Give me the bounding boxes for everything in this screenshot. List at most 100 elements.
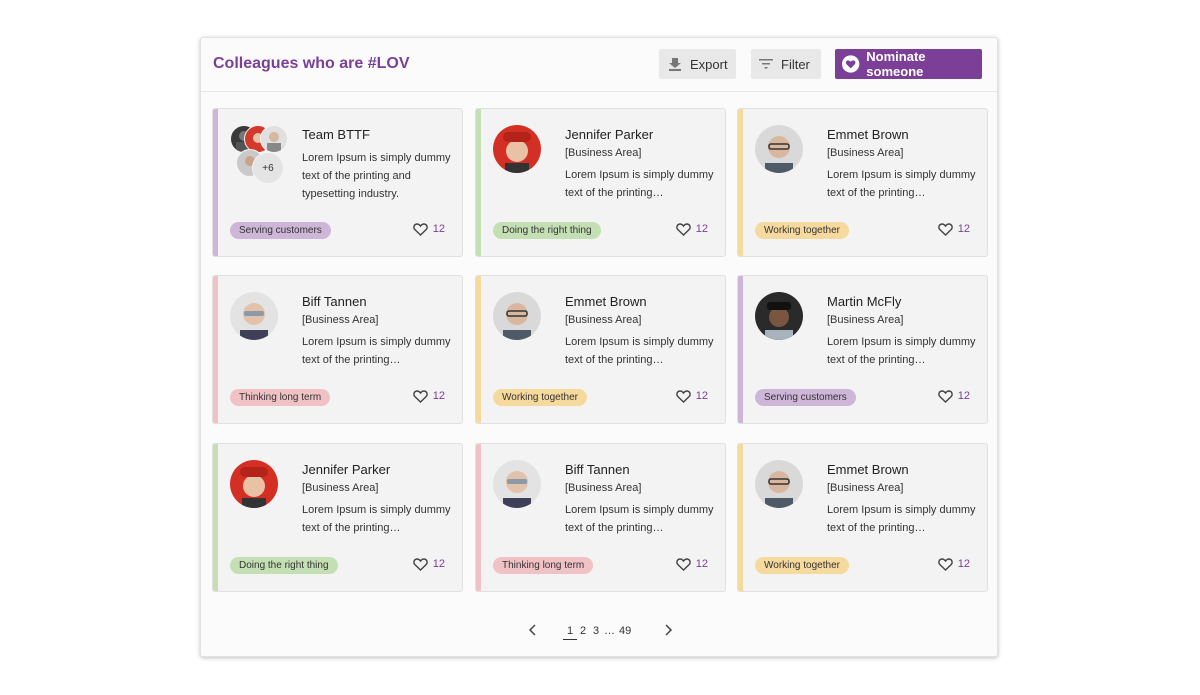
page-49[interactable]: 49	[619, 625, 632, 637]
page-2[interactable]: 2	[580, 625, 587, 637]
heart-outline-icon	[675, 390, 691, 403]
card-stripe	[738, 109, 743, 256]
card-description: Lorem Ipsum is simply dummy text of the …	[565, 504, 714, 534]
heart-outline-icon	[412, 390, 428, 403]
colleague-card[interactable]: Jennifer Parker [Business Area] Lorem Ip…	[475, 108, 726, 257]
avatar	[230, 292, 278, 340]
avatar	[230, 460, 278, 508]
value-tag: Serving customers	[755, 389, 856, 406]
like-count: 12	[957, 558, 970, 570]
card-name: Biff Tannen	[565, 462, 630, 477]
card-name: Jennifer Parker	[565, 127, 654, 142]
value-tag: Working together	[493, 389, 587, 406]
card-stripe	[476, 276, 481, 423]
card-description: Lorem Ipsum is simply dummy text of the …	[827, 336, 976, 366]
colleague-card[interactable]: Biff Tannen [Business Area] Lorem Ipsum …	[212, 275, 463, 424]
pagination: 1 2 3 … 49	[201, 622, 997, 642]
like-count: 12	[957, 390, 970, 402]
business-area: [Business Area]	[827, 314, 904, 326]
heart-outline-icon	[412, 223, 428, 236]
business-area: [Business Area]	[302, 482, 379, 494]
avatar	[493, 125, 541, 173]
value-tag: Serving customers	[230, 222, 331, 239]
download-icon	[669, 58, 681, 71]
like-count: 12	[432, 558, 445, 570]
card-name: Biff Tannen	[302, 294, 367, 309]
card-stripe	[476, 109, 481, 256]
page-3[interactable]: 3	[593, 625, 600, 637]
like-button[interactable]: 12	[675, 222, 708, 236]
card-stripe	[213, 109, 218, 256]
avatar	[755, 125, 803, 173]
like-count: 12	[695, 390, 708, 402]
value-tag: Doing the right thing	[230, 557, 338, 574]
colleague-card[interactable]: +6 Team BTTF Lorem Ipsum is simply dummy…	[212, 108, 463, 257]
heart-outline-icon	[675, 223, 691, 236]
like-button[interactable]: 12	[412, 222, 445, 236]
card-name: Martin McFly	[827, 294, 902, 309]
more-members-count[interactable]: +6	[252, 152, 284, 184]
like-button[interactable]: 12	[937, 222, 970, 236]
avatar	[493, 460, 541, 508]
business-area: [Business Area]	[302, 314, 379, 326]
next-page-button[interactable]	[663, 624, 673, 639]
page-title: Colleagues who are #LOV	[213, 55, 410, 72]
card-name: Team BTTF	[302, 127, 370, 142]
business-area: [Business Area]	[827, 482, 904, 494]
avatar	[755, 460, 803, 508]
avatar	[755, 292, 803, 340]
card-stripe	[213, 276, 218, 423]
colleague-card[interactable]: Emmet Brown [Business Area] Lorem Ipsum …	[737, 108, 988, 257]
like-button[interactable]: 12	[675, 557, 708, 571]
page-1[interactable]: 1	[563, 625, 578, 640]
business-area: [Business Area]	[565, 314, 642, 326]
page-ellipsis: …	[604, 625, 615, 637]
colleague-card[interactable]: Biff Tannen [Business Area] Lorem Ipsum …	[475, 443, 726, 592]
value-tag: Working together	[755, 222, 849, 239]
card-description: Lorem Ipsum is simply dummy text of the …	[827, 169, 976, 199]
card-stripe	[213, 444, 218, 591]
like-count: 12	[432, 390, 445, 402]
colleague-card[interactable]: Emmet Brown [Business Area] Lorem Ipsum …	[475, 275, 726, 424]
filter-button[interactable]: Filter	[751, 49, 821, 79]
heart-outline-icon	[412, 558, 428, 571]
export-label: Export	[690, 56, 728, 72]
colleague-card[interactable]: Martin McFly [Business Area] Lorem Ipsum…	[737, 275, 988, 424]
card-name: Emmet Brown	[565, 294, 647, 309]
avatar	[493, 292, 541, 340]
card-description: Lorem Ipsum is simply dummy text of the …	[302, 504, 451, 534]
value-tag: Doing the right thing	[493, 222, 601, 239]
card-stripe	[738, 276, 743, 423]
export-button[interactable]: Export	[659, 49, 736, 79]
chevron-left-icon	[528, 624, 536, 636]
nominate-button[interactable]: Nominate someone	[835, 49, 982, 79]
card-description: Lorem Ipsum is simply dummy text of the …	[827, 504, 976, 534]
like-button[interactable]: 12	[937, 557, 970, 571]
prev-page-button[interactable]	[528, 624, 538, 639]
like-count: 12	[695, 223, 708, 235]
like-button[interactable]: 12	[412, 557, 445, 571]
like-count: 12	[432, 223, 445, 235]
chevron-right-icon	[665, 624, 673, 636]
card-description: Lorem Ipsum is simply dummy text of the …	[302, 152, 451, 200]
nominate-label: Nominate someone	[866, 49, 926, 79]
like-button[interactable]: 12	[937, 389, 970, 403]
heart-icon	[841, 55, 860, 73]
team-avatar-group: +6	[230, 125, 294, 185]
heart-outline-icon	[937, 558, 953, 571]
business-area: [Business Area]	[565, 482, 642, 494]
business-area: [Business Area]	[565, 147, 642, 159]
card-description: Lorem Ipsum is simply dummy text of the …	[302, 336, 451, 366]
like-count: 12	[695, 558, 708, 570]
avatar	[260, 125, 288, 153]
filter-label: Filter	[781, 56, 810, 72]
colleagues-panel: Colleagues who are #LOV Export Filter No…	[200, 37, 998, 657]
like-button[interactable]: 12	[412, 389, 445, 403]
colleague-card[interactable]: Jennifer Parker [Business Area] Lorem Ip…	[212, 443, 463, 592]
heart-outline-icon	[937, 390, 953, 403]
panel-header: Colleagues who are #LOV Export Filter No…	[201, 38, 997, 92]
like-button[interactable]: 12	[675, 389, 708, 403]
filter-icon	[759, 59, 773, 69]
card-name: Emmet Brown	[827, 462, 909, 477]
colleague-card[interactable]: Emmet Brown [Business Area] Lorem Ipsum …	[737, 443, 988, 592]
